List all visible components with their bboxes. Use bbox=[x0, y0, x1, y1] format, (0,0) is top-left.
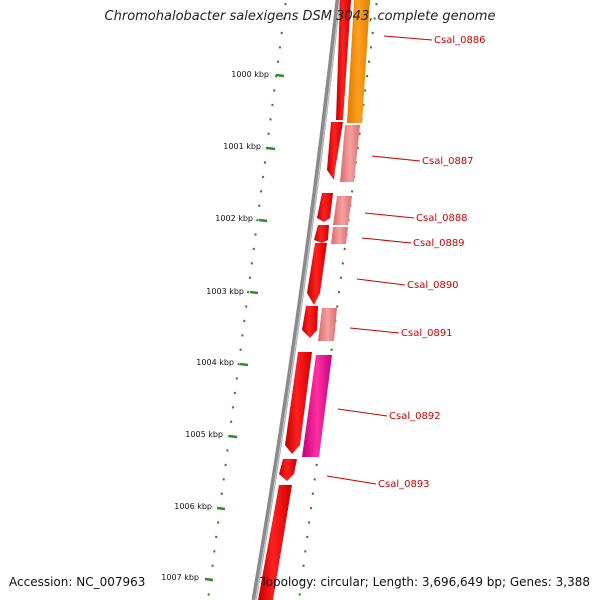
leader-line bbox=[349, 327, 400, 334]
kbp-tick bbox=[275, 73, 285, 78]
cds-arrow bbox=[285, 352, 312, 454]
backbone-line bbox=[251, 0, 341, 600]
leader-line bbox=[326, 475, 377, 485]
outer-feature-track bbox=[302, 0, 370, 457]
backbone-highlight bbox=[254, 0, 341, 600]
gene-label: Csal_0886 bbox=[434, 35, 486, 46]
accession-text: Accession: NC_007963 bbox=[9, 575, 146, 589]
cds-block bbox=[340, 125, 360, 182]
label-leaders bbox=[326, 35, 433, 485]
tick-track-left bbox=[207, 2, 287, 596]
kbp-tick bbox=[266, 146, 276, 151]
kbp-tick bbox=[204, 577, 214, 582]
leader-line bbox=[337, 408, 388, 417]
cds-block bbox=[318, 308, 337, 341]
kbp-label: 1001 kbp bbox=[223, 142, 261, 151]
gene-label: Csal_0891 bbox=[401, 328, 453, 339]
leader-line bbox=[356, 278, 406, 286]
cds-arrow bbox=[302, 306, 318, 338]
kbp-label: 1007 kbp bbox=[161, 573, 199, 582]
kbp-labels: 1000 kbp 1001 kbp 1002 kbp 1003 kbp 1004… bbox=[161, 70, 269, 582]
genome-summary-text: Topology: circular; Length: 3,696,649 bp… bbox=[260, 575, 590, 589]
kbp-ticks bbox=[204, 73, 285, 582]
kbp-label: 1002 kbp bbox=[215, 214, 253, 223]
cds-block bbox=[333, 196, 352, 225]
cds-arrow bbox=[327, 122, 343, 180]
kbp-label: 1003 kbp bbox=[206, 287, 244, 296]
gene-label: Csal_0888 bbox=[416, 213, 468, 224]
gene-label: Csal_0887 bbox=[422, 156, 474, 167]
cds-arrow bbox=[307, 243, 327, 305]
leader-line bbox=[361, 237, 412, 244]
kbp-label: 1000 kbp bbox=[231, 70, 269, 79]
kbp-tick bbox=[216, 506, 226, 511]
cds-block bbox=[331, 227, 348, 244]
cds-arrow bbox=[314, 225, 329, 243]
kbp-tick bbox=[249, 290, 259, 295]
cds-arrow bbox=[279, 459, 297, 481]
gene-label: Csal_0889 bbox=[413, 238, 465, 249]
cds-block bbox=[302, 355, 332, 457]
leader-line bbox=[364, 212, 415, 219]
kbp-tick bbox=[258, 218, 268, 223]
inner-feature-track bbox=[258, 0, 351, 600]
gene-label: Csal_0892 bbox=[389, 411, 441, 422]
map-title: Chromohalobacter salexigens DSM 3043, co… bbox=[104, 9, 496, 24]
gene-label: Csal_0893 bbox=[378, 479, 430, 490]
gene-labels: Csal_0886 Csal_0887 Csal_0888 Csal_0889 … bbox=[378, 35, 486, 490]
cds-arrow bbox=[258, 485, 292, 600]
kbp-label: 1006 kbp bbox=[174, 502, 212, 511]
cds-arrow bbox=[336, 0, 351, 120]
gene-label: Csal_0890 bbox=[407, 280, 459, 291]
leader-line bbox=[371, 155, 421, 162]
kbp-label: 1004 kbp bbox=[196, 358, 234, 367]
kbp-tick bbox=[228, 434, 238, 439]
cds-block bbox=[347, 0, 370, 123]
leader-line bbox=[383, 35, 433, 41]
kbp-label: 1005 kbp bbox=[185, 430, 223, 439]
cds-arrow bbox=[317, 193, 333, 222]
kbp-tick bbox=[239, 362, 249, 367]
